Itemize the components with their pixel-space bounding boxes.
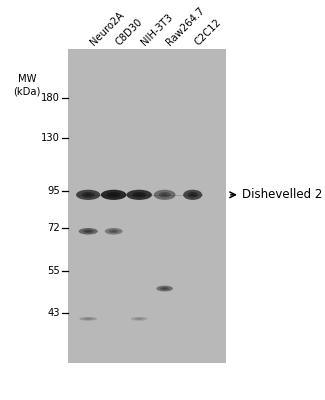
Text: Dishevelled 2: Dishevelled 2 — [242, 188, 322, 201]
Ellipse shape — [132, 192, 146, 198]
Ellipse shape — [109, 230, 119, 233]
Ellipse shape — [131, 317, 148, 321]
Ellipse shape — [126, 190, 152, 200]
Ellipse shape — [79, 317, 97, 321]
Ellipse shape — [135, 318, 144, 320]
Ellipse shape — [107, 192, 121, 198]
Bar — [68, 49, 226, 362]
Ellipse shape — [162, 288, 167, 289]
Ellipse shape — [79, 228, 98, 234]
Ellipse shape — [183, 190, 202, 200]
Ellipse shape — [190, 194, 195, 196]
Ellipse shape — [105, 228, 123, 234]
Text: 130: 130 — [41, 133, 60, 143]
Ellipse shape — [85, 194, 91, 196]
Ellipse shape — [76, 190, 100, 200]
Ellipse shape — [160, 287, 169, 290]
Text: NIH-3T3: NIH-3T3 — [139, 12, 175, 47]
Text: C8D30: C8D30 — [114, 16, 144, 47]
Text: 55: 55 — [47, 266, 60, 276]
Ellipse shape — [111, 194, 117, 196]
Text: MW
(kDa): MW (kDa) — [13, 74, 41, 96]
Ellipse shape — [159, 192, 171, 198]
Ellipse shape — [154, 190, 176, 200]
Ellipse shape — [188, 192, 198, 198]
Ellipse shape — [137, 318, 141, 319]
Ellipse shape — [162, 194, 167, 196]
Text: Raw264.7: Raw264.7 — [165, 5, 207, 47]
Text: 180: 180 — [41, 93, 60, 103]
Text: C2C12: C2C12 — [193, 17, 223, 47]
Ellipse shape — [83, 318, 93, 320]
Ellipse shape — [111, 230, 116, 232]
Ellipse shape — [82, 192, 95, 198]
Ellipse shape — [136, 194, 142, 196]
Text: 72: 72 — [47, 223, 60, 233]
Ellipse shape — [156, 286, 173, 292]
Ellipse shape — [83, 230, 94, 233]
Ellipse shape — [86, 230, 91, 232]
Text: Neuro2A: Neuro2A — [88, 10, 126, 47]
Text: 95: 95 — [47, 186, 60, 196]
Ellipse shape — [86, 318, 90, 319]
Ellipse shape — [101, 190, 126, 200]
Text: 43: 43 — [48, 308, 60, 318]
